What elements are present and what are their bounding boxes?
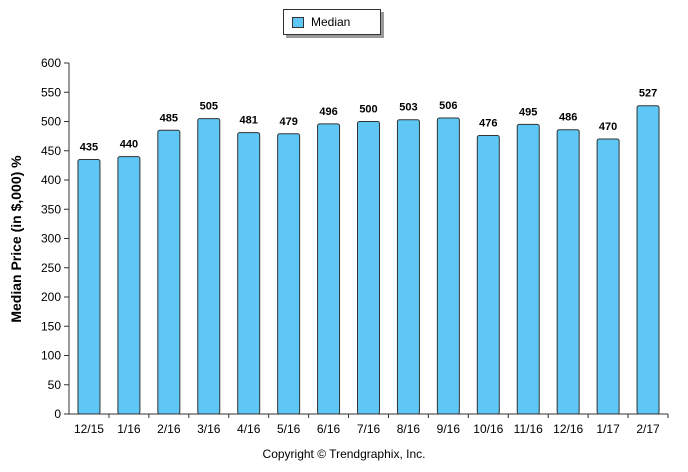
data-label: 479 — [279, 116, 297, 128]
legend-swatch — [292, 17, 304, 28]
data-label: 496 — [319, 106, 337, 118]
bar — [357, 121, 380, 415]
y-tick-label: 550 — [41, 85, 61, 99]
y-tick-label: 300 — [41, 232, 61, 246]
bar — [636, 105, 660, 415]
bar — [277, 133, 301, 415]
data-label: 527 — [639, 88, 657, 100]
x-tick-label: 7/16 — [357, 422, 381, 436]
y-tick-label: 450 — [41, 144, 61, 158]
x-tick-label: 4/16 — [237, 422, 261, 436]
x-tick-label: 12/15 — [74, 422, 104, 436]
data-label: 500 — [359, 104, 377, 116]
data-label: 506 — [439, 100, 457, 112]
x-tick-label: 12/16 — [553, 422, 583, 436]
y-tick-label: 250 — [41, 261, 61, 275]
y-tick-label: 0 — [54, 407, 61, 421]
x-tick-label: 9/16 — [437, 422, 461, 436]
y-tick-label: 400 — [41, 173, 61, 187]
x-tick-label: 1/17 — [596, 422, 620, 436]
bar — [556, 129, 580, 415]
x-tick-label: 1/16 — [117, 422, 141, 436]
bar — [596, 138, 620, 415]
data-label: 486 — [559, 112, 577, 124]
x-tick-label: 10/16 — [473, 422, 503, 436]
y-tick-label: 50 — [48, 378, 62, 392]
data-label: 505 — [200, 101, 218, 113]
bar — [476, 135, 500, 415]
bar — [436, 117, 460, 415]
data-label: 481 — [240, 115, 258, 127]
bar — [117, 156, 141, 415]
bar — [516, 123, 540, 415]
x-tick-label: 6/16 — [317, 422, 341, 436]
data-label: 435 — [80, 142, 98, 154]
bar — [197, 118, 221, 415]
data-label: 476 — [479, 118, 497, 130]
y-tick-label: 150 — [41, 319, 61, 333]
y-tick-label: 100 — [41, 349, 61, 363]
x-tick-label: 3/16 — [197, 422, 221, 436]
bar — [157, 129, 181, 415]
x-tick-label: 5/16 — [277, 422, 301, 436]
data-label: 503 — [399, 102, 417, 114]
data-label: 470 — [599, 121, 617, 133]
copyright-text: Copyright © Trendgraphix, Inc. — [262, 447, 426, 461]
y-tick-label: 600 — [41, 56, 61, 70]
legend: Median — [283, 9, 381, 35]
bar — [77, 159, 101, 415]
x-tick-label: 2/16 — [157, 422, 181, 436]
y-tick-label: 500 — [41, 115, 61, 129]
y-tick-label: 200 — [41, 290, 61, 304]
y-tick-label: 350 — [41, 202, 61, 216]
legend-label: Median — [311, 15, 351, 29]
x-tick-label: 8/16 — [397, 422, 421, 436]
bar — [237, 132, 261, 415]
x-tick-label: 11/16 — [514, 422, 543, 436]
data-label: 440 — [120, 139, 138, 151]
data-label: 485 — [160, 112, 178, 124]
data-label: 495 — [519, 106, 537, 118]
bar — [396, 119, 420, 415]
x-tick-label: 2/17 — [636, 422, 660, 436]
bar — [317, 123, 341, 415]
